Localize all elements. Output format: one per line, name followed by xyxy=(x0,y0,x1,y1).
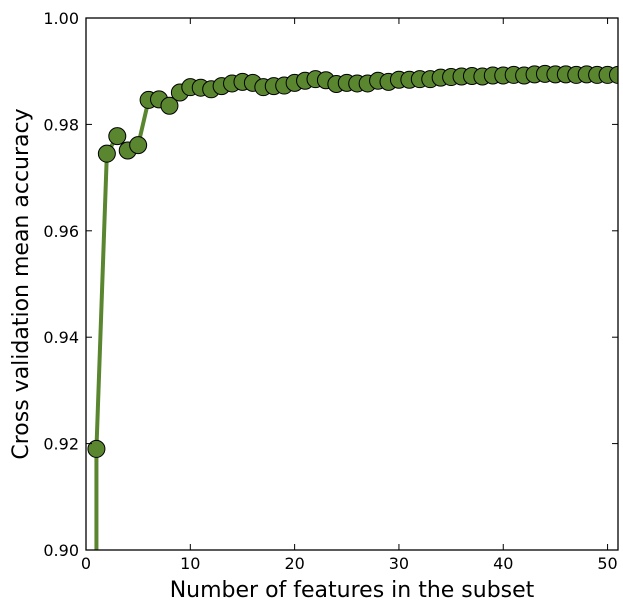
x-axis-label: Number of features in the subset xyxy=(170,578,535,600)
axis-ticks: 0 10 20 30 40 50 0.90 0.92 0.94 0.96 0.98 1.00 xyxy=(43,9,618,573)
x-tick-label: 30 xyxy=(389,554,409,573)
data-point xyxy=(160,96,179,115)
y-tick-label: 0.94 xyxy=(43,328,79,347)
y-tick-label: 0.92 xyxy=(43,435,79,454)
x-tick-label: 10 xyxy=(180,554,200,573)
plot-frame xyxy=(85,17,619,551)
plot-area xyxy=(87,64,618,550)
data-point xyxy=(87,439,106,458)
x-tick-label: 40 xyxy=(493,554,513,573)
data-point xyxy=(129,136,148,155)
series-group xyxy=(87,64,618,550)
x-tick-label: 50 xyxy=(597,554,617,573)
y-tick-label: 1.00 xyxy=(43,9,79,28)
data-point xyxy=(108,127,127,146)
x-tick-label: 20 xyxy=(284,554,304,573)
y-tick-label: 0.96 xyxy=(43,222,79,241)
y-tick-label: 0.90 xyxy=(43,541,79,560)
x-tick-label: 0 xyxy=(81,554,91,573)
data-point xyxy=(97,144,116,163)
series-line xyxy=(94,71,618,550)
data-point xyxy=(609,65,618,84)
y-tick-label: 0.98 xyxy=(43,115,79,134)
y-axis-label: Cross validation mean accuracy xyxy=(9,108,34,459)
